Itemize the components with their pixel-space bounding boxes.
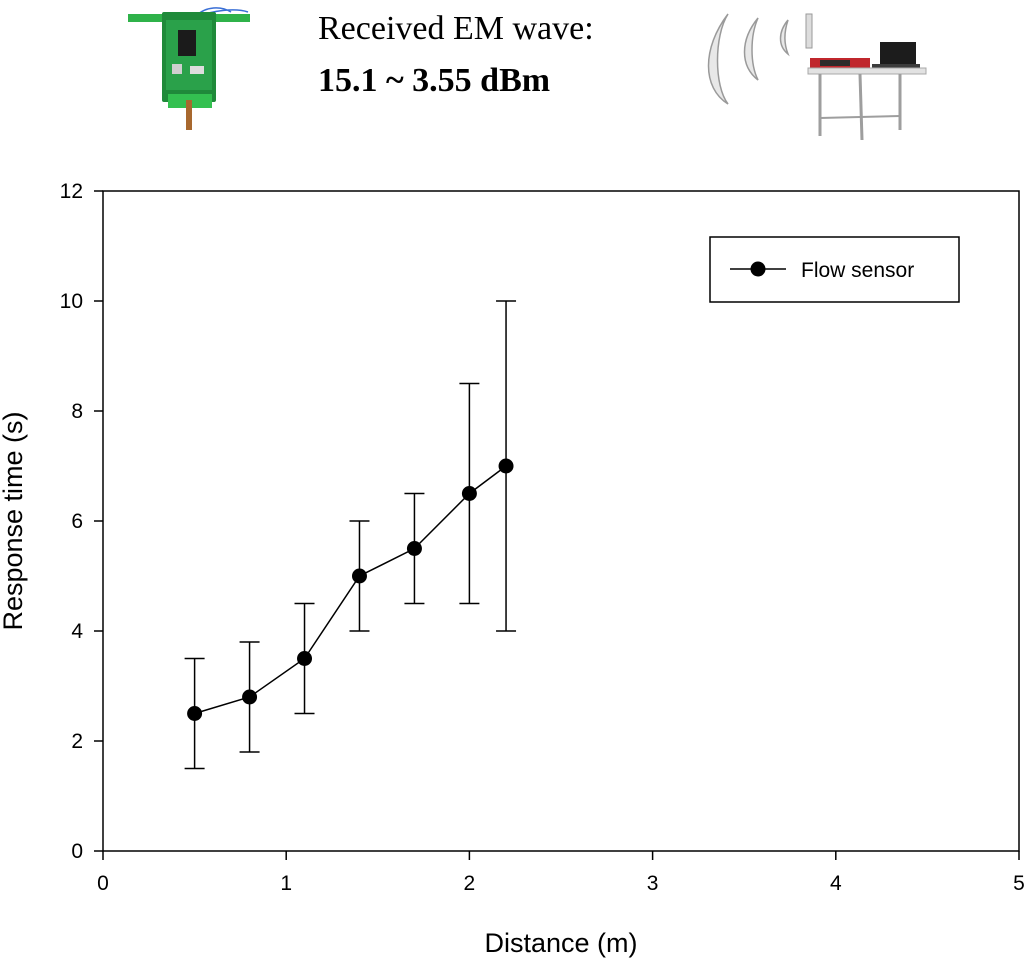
x-tick-label: 4 (830, 872, 842, 895)
y-tick-label: 10 (60, 290, 83, 313)
data-point (498, 458, 514, 474)
series-line (194, 465, 507, 715)
legend-box (709, 236, 960, 303)
y-tick-label: 6 (71, 510, 83, 533)
legend-marker (750, 261, 766, 277)
y-tick-label: 12 (60, 180, 83, 203)
y-tick-label: 8 (71, 400, 83, 423)
x-tick-label: 3 (647, 872, 659, 895)
caption-received-em-wave: Received EM wave: (318, 10, 594, 47)
data-point (461, 486, 477, 501)
error-bars (184, 300, 517, 770)
y-tick-label: 0 (71, 840, 83, 863)
data-point (297, 651, 313, 666)
transmitter-setup-image (707, 13, 927, 141)
data-point (406, 541, 422, 556)
data-points (187, 458, 514, 721)
x-tick-label: 0 (97, 872, 109, 895)
legend: Flow sensor (709, 236, 960, 303)
series-line-layer (194, 465, 507, 715)
caption-dbm-range: 15.1 ~ 3.55 dBm (318, 62, 551, 99)
x-tick-label: 1 (280, 872, 292, 895)
data-point (187, 706, 203, 721)
legend-label: Flow sensor (801, 259, 914, 282)
data-point (351, 568, 367, 584)
x-tick-label: 5 (1013, 872, 1024, 895)
data-point (242, 689, 258, 705)
x-tick-label: 2 (464, 872, 476, 895)
figure-header: Received EM wave: 15.1 ~ 3.55 dBm (0, 0, 1024, 160)
y-tick-label: 4 (71, 620, 83, 643)
y-axis-title: Response time (s) (0, 411, 28, 630)
y-tick-label: 2 (71, 730, 83, 753)
sensor-board-image (128, 7, 250, 130)
x-axis-title: Distance (m) (484, 928, 637, 958)
